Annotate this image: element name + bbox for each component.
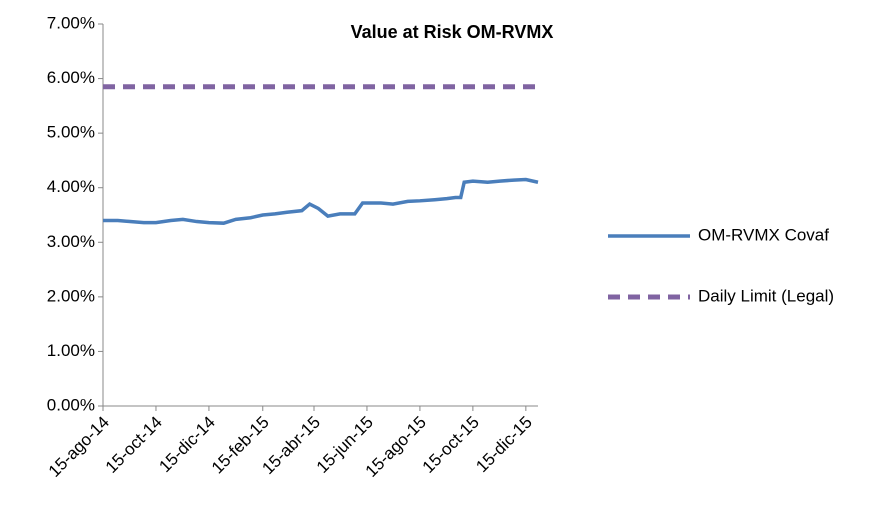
x-tick-label: 15-ago-14 [45, 413, 113, 481]
y-tick-label: 3.00% [47, 232, 95, 251]
legend-label: OM-RVMX Covaf [698, 225, 829, 244]
legend-label: Daily Limit (Legal) [698, 286, 834, 305]
series-line [103, 177, 539, 225]
y-tick-label: 2.00% [47, 286, 95, 305]
y-tick-label: 1.00% [47, 341, 95, 360]
chart-title: Value at Risk OM-RVMX [351, 22, 554, 42]
y-tick-label: 5.00% [47, 123, 95, 142]
y-tick-label: 4.00% [47, 177, 95, 196]
x-tick-label: 15-oct-14 [102, 413, 166, 477]
y-tick-label: 6.00% [47, 68, 95, 87]
y-tick-label: 7.00% [47, 13, 95, 32]
y-tick-label: 0.00% [47, 395, 95, 414]
x-tick-label: 15-oct-15 [419, 413, 483, 477]
x-tick-label: 15-dic-15 [472, 413, 536, 477]
